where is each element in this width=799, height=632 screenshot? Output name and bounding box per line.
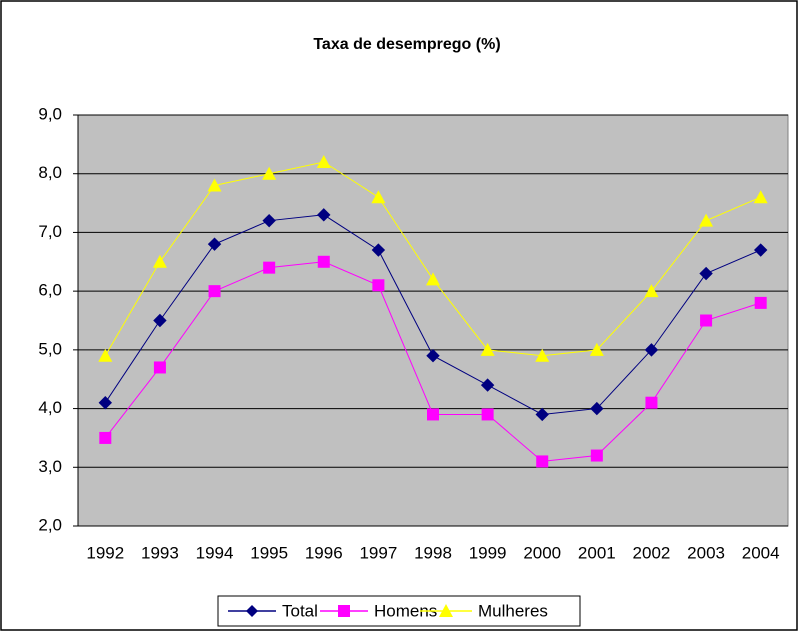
marker [99, 431, 112, 444]
marker [262, 213, 276, 228]
marker [644, 284, 659, 298]
marker [207, 237, 222, 251]
marker [426, 349, 440, 363]
x-tick-label: 2000 [523, 543, 561, 562]
y-tick-label: 4,0 [38, 398, 62, 417]
legend-label: Mulheres [478, 601, 548, 620]
x-tick-label: 1994 [196, 543, 234, 562]
marker [316, 154, 331, 168]
x-tick-label: 2003 [687, 543, 725, 562]
x-tick-label: 2001 [578, 543, 616, 562]
marker [372, 279, 385, 292]
legend-label: Homens [374, 601, 437, 620]
marker [644, 343, 659, 357]
y-tick-label: 9,0 [38, 104, 62, 123]
x-tick-label: 1999 [469, 543, 507, 562]
chart-title: Taxa de desemprego (%) [313, 36, 500, 53]
marker [589, 342, 604, 356]
marker [263, 261, 276, 274]
marker [371, 190, 386, 204]
marker [98, 395, 113, 410]
x-tick-label: 1996 [305, 543, 343, 562]
marker [700, 314, 713, 327]
marker [590, 449, 603, 462]
x-tick-label: 1995 [250, 543, 288, 562]
marker [699, 266, 713, 281]
marker [317, 255, 330, 268]
marker [207, 178, 222, 192]
marker [645, 396, 658, 409]
marker [535, 348, 550, 362]
marker [426, 272, 440, 286]
marker [590, 401, 604, 416]
marker [480, 378, 495, 392]
marker [208, 285, 221, 298]
marker [699, 213, 714, 227]
x-tick-label: 1993 [141, 543, 179, 562]
x-tick-label: 2002 [633, 543, 671, 562]
marker [317, 208, 331, 222]
marker [753, 190, 768, 204]
y-tick-label: 2,0 [38, 515, 62, 534]
marker [536, 455, 549, 468]
marker [535, 407, 549, 422]
marker [371, 243, 386, 257]
marker [754, 296, 767, 309]
legend-marker [338, 605, 350, 617]
y-tick-label: 5,0 [38, 339, 62, 358]
marker [153, 313, 167, 328]
marker [153, 361, 166, 374]
y-tick-label: 7,0 [38, 222, 62, 241]
x-tick-label: 1992 [86, 543, 124, 562]
legend-label: Total [282, 601, 318, 620]
x-tick-label: 1998 [414, 543, 452, 562]
marker [152, 254, 167, 268]
legend [217, 595, 581, 627]
plot-area [77, 114, 789, 527]
marker [427, 408, 439, 421]
x-tick-label: 2004 [742, 543, 780, 562]
legend-marker [439, 604, 453, 617]
y-tick-label: 8,0 [38, 163, 62, 182]
marker [481, 408, 494, 421]
legend-marker [246, 605, 258, 617]
x-tick-label: 1997 [359, 543, 397, 562]
marker [480, 342, 495, 356]
y-tick-label: 6,0 [38, 281, 62, 300]
y-tick-label: 3,0 [38, 457, 62, 476]
marker [753, 243, 768, 257]
marker [98, 348, 113, 362]
marker [262, 166, 277, 180]
